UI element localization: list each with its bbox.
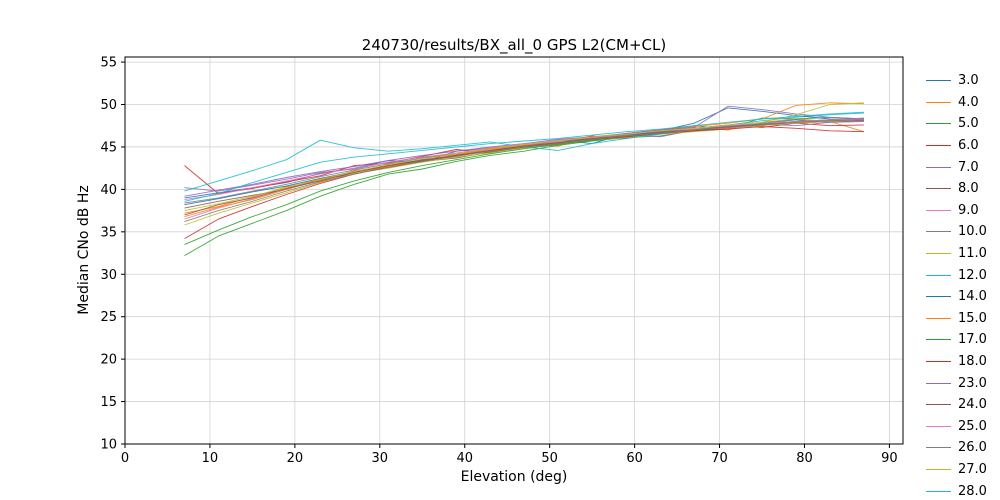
legend-label: 14.0	[958, 289, 987, 305]
legend-line-swatch	[926, 145, 951, 147]
legend-row: 18.0	[926, 351, 1000, 373]
legend-label: 27.0	[958, 461, 987, 477]
legend-line-swatch	[926, 296, 951, 298]
legend-label: 17.0	[958, 332, 987, 348]
x-tick-label: 0	[121, 451, 129, 466]
legend-line-swatch	[926, 382, 951, 384]
legend-row: 6.0	[926, 135, 1000, 157]
y-tick-label: 35	[100, 225, 117, 240]
legend-row: 24.0	[926, 394, 1000, 416]
y-tick-label: 50	[100, 98, 117, 113]
legend-label: 28.0	[958, 483, 987, 499]
legend-row: 14.0	[926, 286, 1000, 308]
y-tick-label: 25	[100, 310, 117, 325]
legend-row: 8.0	[926, 178, 1000, 200]
legend-label: 3.0	[958, 73, 979, 89]
legend-line-swatch	[926, 80, 951, 82]
legend-row: 7.0	[926, 156, 1000, 178]
legend-line-swatch	[926, 231, 951, 233]
legend-row: 25.0	[926, 416, 1000, 438]
legend-line-swatch	[926, 468, 951, 470]
legend-line-swatch	[926, 253, 951, 255]
legend-row: 4.0	[926, 92, 1000, 114]
x-tick-label: 80	[796, 451, 813, 466]
series-line-4.0	[184, 118, 865, 214]
legend-row: 12.0	[926, 264, 1000, 286]
legend-row: 17.0	[926, 329, 1000, 351]
series-line-9.0	[184, 119, 864, 220]
legend-row: 26.0	[926, 437, 1000, 459]
series-line-23.0	[184, 105, 864, 197]
legend-row: 10.0	[926, 221, 1000, 243]
legend-label: 11.0	[958, 246, 987, 262]
legend-label: 26.0	[958, 440, 987, 456]
legend-row: 28.0	[926, 480, 1000, 500]
y-tick-label: 15	[100, 395, 117, 410]
x-tick-label: 30	[372, 451, 389, 466]
series-line-26.0	[184, 119, 864, 223]
legend-row: 9.0	[926, 200, 1000, 222]
legend-line-swatch	[926, 123, 951, 125]
legend-line-swatch	[926, 490, 951, 492]
legend-label: 18.0	[958, 354, 987, 370]
y-axis-label: Median CNo dB Hz	[76, 185, 92, 315]
legend-label: 24.0	[958, 397, 987, 413]
legend-label: 12.0	[958, 267, 987, 283]
legend-label: 9.0	[958, 202, 979, 218]
series-line-5.0	[184, 116, 864, 256]
series-line-11.0	[184, 119, 864, 226]
legend-line-swatch	[926, 209, 951, 211]
y-tick-label: 30	[100, 268, 117, 283]
x-tick-label: 40	[456, 451, 473, 466]
legend-row: 27.0	[926, 459, 1000, 481]
x-axis-label: Elevation (deg)	[460, 469, 568, 485]
legend-label: 7.0	[958, 159, 979, 175]
x-tick-label: 50	[541, 451, 558, 466]
legend-label: 5.0	[958, 116, 979, 132]
legend-row: 23.0	[926, 372, 1000, 394]
legend-line-swatch	[926, 274, 951, 276]
x-tick-label: 20	[287, 451, 304, 466]
legend-line-swatch	[926, 404, 951, 406]
series-line-8.0	[184, 120, 864, 209]
legend-line-swatch	[926, 425, 951, 427]
legend-line-swatch	[926, 188, 951, 190]
legend-line-swatch	[926, 166, 951, 168]
y-tick-label: 45	[100, 140, 117, 155]
y-tick-label: 10	[100, 438, 117, 453]
x-tick-label: 70	[711, 451, 728, 466]
axes-frame	[124, 56, 904, 445]
y-tick-label: 55	[100, 56, 117, 71]
legend-row: 3.0	[926, 70, 1000, 92]
series-line-27.0	[184, 102, 864, 212]
legend-line-swatch	[926, 447, 951, 449]
legend-label: 4.0	[958, 94, 979, 110]
x-tick-label: 60	[626, 451, 643, 466]
chart-title: 240730/results/BX_all_0 GPS L2(CM+CL)	[361, 36, 667, 54]
legend-row: 11.0	[926, 243, 1000, 265]
y-tick-label: 20	[100, 353, 117, 368]
series-line-10.0	[184, 118, 864, 204]
legend-row: 15.0	[926, 308, 1000, 330]
legend-line-swatch	[926, 101, 951, 103]
legend-label: 15.0	[958, 310, 987, 326]
legend-label: 25.0	[958, 418, 987, 434]
legend-label: 6.0	[958, 138, 979, 154]
legend-label: 10.0	[958, 224, 987, 240]
legend-label: 8.0	[958, 181, 979, 197]
legend-row: 5.0	[926, 113, 1000, 135]
series-line-24.0	[184, 119, 864, 216]
legend: 3.0 4.0 5.0 6.0 7.0 8.0 9.0 10.0 11.0 12.0 14.0 15.…	[926, 70, 1000, 500]
legend-line-swatch	[926, 317, 951, 319]
y-tick-label: 40	[100, 183, 117, 198]
series-line-28.0	[184, 111, 864, 202]
x-tick-label: 10	[202, 451, 219, 466]
legend-line-swatch	[926, 361, 951, 363]
x-tick-label: 90	[881, 451, 898, 466]
legend-label: 23.0	[958, 375, 987, 391]
legend-line-swatch	[926, 339, 951, 341]
